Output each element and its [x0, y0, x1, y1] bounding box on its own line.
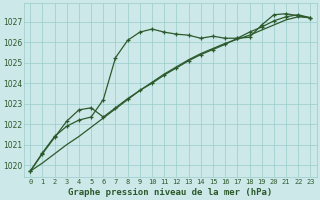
X-axis label: Graphe pression niveau de la mer (hPa): Graphe pression niveau de la mer (hPa) [68, 188, 272, 197]
